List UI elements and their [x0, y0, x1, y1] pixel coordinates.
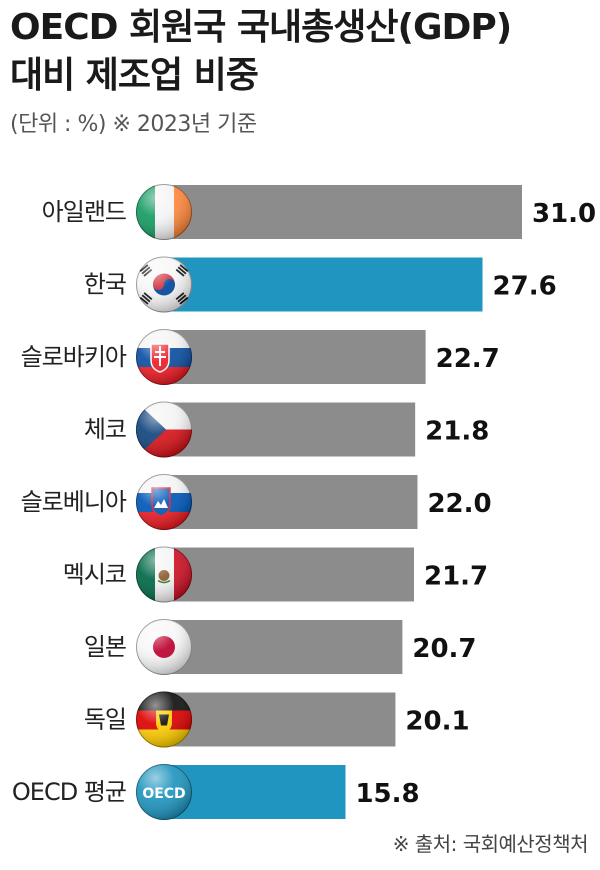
bar-row: 한국 27.6 — [84, 256, 557, 313]
bar — [162, 475, 418, 529]
value-label: 20.7 — [412, 634, 476, 664]
bar-row: OECD 평균 OECD 15.8 — [12, 764, 420, 820]
slovakia-flag-icon — [136, 329, 192, 385]
czech-flag-icon — [136, 401, 192, 458]
bar-row: 독일 20.1 — [84, 691, 470, 748]
bar — [162, 692, 396, 747]
korea-flag-icon — [136, 256, 192, 313]
chart-title-line-1: OECD 회원국 국내총생산(GDP) — [10, 7, 512, 48]
value-label: 22.7 — [436, 344, 500, 374]
japan-flag-icon — [136, 619, 192, 675]
category-label: 멕시코 — [63, 561, 126, 589]
slovenia-flag-icon — [136, 474, 192, 530]
value-label: 15.8 — [355, 779, 419, 809]
value-label: 31.0 — [532, 199, 596, 229]
value-label: 20.1 — [405, 707, 469, 737]
mexico-flag-icon — [136, 546, 192, 603]
bar-row: 체코 21.8 — [84, 401, 489, 458]
chart-title-line-2: 대비 제조업 비중 — [10, 55, 259, 96]
bar — [162, 620, 403, 674]
category-label: 독일 — [84, 706, 126, 734]
bar — [162, 402, 416, 457]
value-label: 21.7 — [424, 562, 488, 592]
bar — [162, 185, 522, 239]
category-label: 일본 — [84, 633, 126, 661]
value-label: 27.6 — [493, 272, 557, 302]
bar — [162, 257, 483, 312]
category-label: 슬로베니아 — [21, 488, 127, 516]
bar — [162, 765, 346, 819]
bar-row: 일본 20.7 — [84, 619, 477, 675]
bar — [162, 547, 414, 602]
source-note: ※ 출처: 국회예산정책처 — [392, 832, 589, 856]
bar-row: 아일랜드 31.0 — [42, 184, 596, 240]
unit-note: (단위 : %) ※ 2023년 기준 — [10, 112, 257, 137]
bar-row: 슬로바키아 22.7 — [21, 329, 500, 385]
bar-row: 슬로베니아 22.0 — [21, 474, 492, 530]
germany-flag-icon — [136, 691, 192, 748]
value-label: 21.8 — [425, 417, 489, 447]
category-label: 아일랜드 — [42, 198, 126, 226]
category-label: 슬로바키아 — [21, 343, 127, 371]
bar — [162, 330, 426, 384]
oecd-badge-icon: OECD — [136, 764, 192, 820]
ireland-flag-icon — [136, 184, 192, 240]
value-label: 22.0 — [427, 489, 491, 519]
category-label: OECD 평균 — [12, 778, 126, 806]
category-label: 체코 — [84, 416, 126, 444]
oecd-badge-label: OECD — [142, 786, 185, 802]
category-label: 한국 — [84, 271, 126, 299]
bar-row: 멕시코 21.7 — [63, 546, 488, 603]
